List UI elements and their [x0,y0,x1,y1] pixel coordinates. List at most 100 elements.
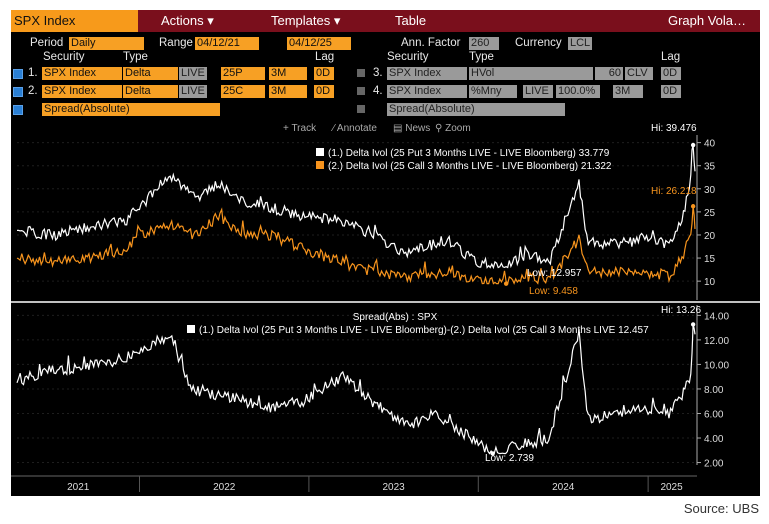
series-1-tenor[interactable]: 3M [269,67,307,80]
low-label-series-2: Low: 9.458 [529,286,578,297]
top-toolbar: SPX Index Actions ▾ Templates ▾ Table Gr… [11,10,760,32]
series-2-strike[interactable]: 25C [221,85,265,98]
spread-title: Spread(Abs) : SPX [353,312,438,323]
lower-ytick-label: 6.00 [704,409,724,420]
series-2-lag[interactable]: 0D [314,85,334,98]
zoom-tool[interactable]: ⚲ Zoom [435,123,471,134]
lower-ytick-label: 8.00 [704,385,724,396]
track-tool[interactable]: + Track [283,123,317,134]
source-label: Source: UBS [683,501,759,516]
type-header-left: Type [123,51,148,63]
series-1-strike[interactable]: 25P [221,67,265,80]
xtick-label-2025: 2025 [660,482,683,493]
templates-menu[interactable]: Templates ▾ [271,13,341,28]
table-button[interactable]: Table [395,13,427,28]
ann-factor-field[interactable]: 260 [469,37,499,50]
legend-swatch-series-1 [316,148,324,156]
hi-label-series-1: Hi: 39.476 [651,123,697,134]
upper-series-2-high-point [690,204,696,209]
currency-label: Currency [515,37,562,49]
legend-series-2: (2.) Delta Ivol (25 Call 3 Months LIVE -… [328,161,612,172]
series-3-checkbox[interactable] [357,69,365,77]
security-header-right: Security [387,51,429,63]
series-3-value[interactable]: 60 [595,67,623,80]
currency-field[interactable]: LCL [568,37,592,50]
xtick-label-2024: 2024 [552,482,575,493]
series-4-security[interactable]: SPX Index [387,85,467,98]
series-1-security[interactable]: SPX Index [42,67,122,80]
series-2-source[interactable]: LIVE [179,85,207,98]
series-1-checkbox[interactable] [13,69,23,79]
window-title: Graph Vola… [667,13,746,28]
series-2-type[interactable]: Delta [123,85,178,98]
upper-ytick-label: 40 [704,139,716,150]
series-2-security[interactable]: SPX Index [42,85,122,98]
series-3-lag[interactable]: 0D [661,67,681,80]
lower-series-1-line [16,324,696,455]
lag-header-left: Lag [315,51,335,63]
low-label-spread: Low: 2.739 [485,453,534,464]
spread-right-checkbox[interactable] [357,105,365,113]
xtick-label-2021: 2021 [67,482,90,493]
upper-series-2-low-point [503,281,509,286]
lower-series-1-high-point [690,322,696,327]
footer: Source: UBS [0,501,769,524]
lower-ytick-label: 14.00 [704,311,729,322]
period-label: Period [30,37,64,49]
series-2-checkbox[interactable] [13,87,23,97]
low-label-series-1: Low: 12.957 [527,268,582,279]
lower-ytick-label: 10.00 [704,360,729,371]
xtick-label-2022: 2022 [213,482,236,493]
series-4-number: 4. [373,85,383,97]
series-1-type[interactable]: Delta [123,67,178,80]
series-4-checkbox[interactable] [357,87,365,95]
upper-ytick-label: 10 [704,277,716,288]
series-2-number: 2. [28,85,38,97]
lower-ytick-label: 12.00 [704,336,729,347]
series-3-type[interactable]: HVol [469,67,593,80]
legend-series-1: (1.) Delta Ivol (25 Put 3 Months LIVE - … [328,148,610,159]
series-4-lag[interactable]: 0D [661,85,681,98]
series-4-tenor[interactable]: 3M [613,85,643,98]
series-4-source[interactable]: LIVE [523,85,553,98]
series-1-lag[interactable]: 0D [314,67,334,80]
lag-header-right: Lag [661,51,681,63]
series-3-security[interactable]: SPX Index [387,67,467,80]
series-3-number: 3. [373,67,383,79]
upper-series-1-line [17,144,696,270]
range-end-field[interactable]: 04/12/25 [287,37,351,50]
upper-series-1-high-point [690,142,696,148]
range-label: Range [159,37,193,49]
annotate-tool[interactable]: ⁄ Annotate [333,123,377,134]
series-2-tenor[interactable]: 3M [269,85,307,98]
type-header-right: Type [469,51,494,63]
legend-swatch-series-2 [316,161,324,169]
spread-left-field[interactable]: Spread(Absolute) [42,103,220,116]
series-1-number: 1. [28,67,38,79]
spread-left-checkbox[interactable] [13,105,23,115]
lower-ytick-label: 2.00 [704,459,724,470]
period-dropdown[interactable]: Daily [69,37,144,50]
xtick-label-2023: 2023 [382,482,405,493]
upper-series-2-line [16,206,696,286]
news-tool[interactable]: ▤ News [393,123,431,134]
upper-ytick-label: 15 [704,254,716,265]
security-header-left: Security [43,51,85,63]
upper-ytick-label: 35 [704,162,716,173]
security-input[interactable]: SPX Index [11,10,138,32]
series-3-extra[interactable]: CLV [625,67,653,80]
legend-spread: (1.) Delta Ivol (25 Put 3 Months LIVE - … [199,325,649,336]
upper-ytick-label: 20 [704,231,716,242]
ann-factor-label: Ann. Factor [401,37,461,49]
series-4-type[interactable]: %Mny [469,85,517,98]
upper-ytick-label: 25 [704,208,716,219]
actions-menu[interactable]: Actions ▾ [161,13,214,28]
upper-ytick-label: 30 [704,185,716,196]
series-4-strike[interactable]: 100.0% [556,85,600,98]
series-1-source[interactable]: LIVE [179,67,207,80]
spread-right-field[interactable]: Spread(Absolute) [387,103,565,116]
hi-label-spread: Hi: 13.26 [661,305,701,316]
range-start-field[interactable]: 04/12/21 [195,37,259,50]
bloomberg-terminal-window: SPX Index Actions ▾ Templates ▾ Table Gr… [11,10,760,496]
